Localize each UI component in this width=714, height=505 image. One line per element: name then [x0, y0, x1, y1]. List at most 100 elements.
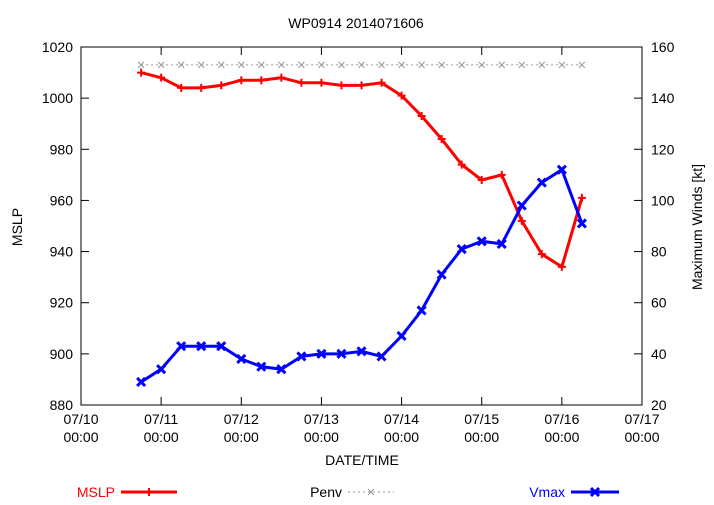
legend-marker-mslp	[145, 488, 153, 496]
series-line-mslp	[140, 71, 584, 269]
x-tick-time: 00:00	[384, 429, 419, 445]
point-mslp	[437, 135, 446, 144]
point-vmax	[496, 238, 507, 249]
point-vmax	[536, 177, 547, 188]
point-mslp	[357, 81, 366, 90]
point-vmax	[276, 364, 287, 375]
point-penv	[438, 61, 445, 69]
x-axis-label: DATE/TIME	[325, 452, 399, 468]
point-vmax	[196, 341, 207, 352]
point-mslp	[157, 73, 166, 82]
point-penv	[137, 61, 145, 69]
point-mslp	[457, 160, 466, 169]
point-mslp	[337, 81, 346, 90]
point-penv	[558, 61, 566, 69]
y2-axis-label: Maximum Winds [kt]	[689, 164, 705, 290]
point-mslp	[537, 250, 546, 259]
point-vmax	[336, 348, 347, 359]
point-penv	[338, 61, 345, 69]
x-tick-time: 00:00	[464, 429, 499, 445]
point-mslp	[377, 78, 386, 87]
point-penv	[518, 61, 526, 69]
point-penv	[538, 61, 546, 69]
point-vmax	[296, 351, 307, 362]
point-mslp	[217, 81, 226, 90]
y2-tick-label: 140	[651, 90, 675, 106]
point-penv	[217, 61, 225, 69]
point-vmax	[256, 361, 267, 372]
point-vmax	[156, 364, 167, 375]
point-mslp	[317, 78, 326, 87]
point-vmax	[516, 200, 527, 211]
point-mslp	[557, 262, 566, 271]
y-tick-label: 1000	[42, 90, 73, 106]
y2-tick-label: 100	[651, 192, 675, 208]
x-tick-date: 07/13	[304, 411, 339, 427]
point-vmax	[356, 346, 367, 357]
point-penv	[177, 61, 185, 69]
y2-tick-label: 80	[651, 244, 667, 260]
point-penv	[498, 61, 506, 69]
x-tick-date: 07/11	[144, 411, 178, 427]
point-penv	[298, 61, 305, 69]
y-tick-label: 920	[50, 295, 74, 311]
y-tick-label: 960	[50, 192, 74, 208]
y-axis-label: MSLP	[9, 208, 25, 246]
point-vmax	[376, 351, 387, 362]
x-tick-date: 07/17	[624, 411, 659, 427]
point-vmax	[456, 243, 467, 255]
point-vmax	[556, 164, 567, 175]
point-vmax	[136, 376, 147, 388]
y2-tick-label: 60	[651, 295, 667, 311]
point-penv	[398, 61, 405, 69]
point-mslp	[197, 83, 206, 92]
plot-area: 880 900 920 940 960 980 1000 1020 20 40 60 80 100 120…	[42, 39, 675, 445]
point-mslp	[297, 78, 306, 87]
point-penv	[278, 61, 285, 69]
point-mslp	[177, 83, 186, 92]
y2-tick-label: 40	[651, 346, 667, 362]
point-penv	[358, 61, 365, 69]
legend-marker-penv	[367, 488, 375, 496]
x-tick-time: 00:00	[224, 429, 259, 445]
point-mslp	[577, 193, 586, 202]
point-penv	[458, 61, 466, 69]
y2-tick-label: 120	[651, 141, 675, 157]
legend-label-vmax: Vmax	[529, 484, 565, 500]
y2-tick-label: 160	[651, 39, 675, 55]
point-mslp	[137, 68, 146, 77]
y-tick-label: 900	[50, 346, 74, 362]
point-penv	[257, 61, 265, 69]
x-tick-date: 07/16	[544, 411, 579, 427]
x-tick-time: 00:00	[63, 429, 98, 445]
legend: MSLP Penv Vmax	[77, 484, 619, 500]
x-tick-time: 00:00	[304, 429, 339, 445]
x-tick-date: 07/12	[224, 411, 259, 427]
point-vmax	[216, 341, 227, 352]
point-mslp	[237, 76, 246, 85]
x-tick-time: 00:00	[624, 429, 659, 445]
point-mslp	[397, 91, 406, 100]
point-penv	[318, 61, 325, 69]
point-mslp	[517, 216, 526, 225]
point-penv	[157, 61, 165, 69]
x-tick-date: 07/14	[384, 411, 419, 427]
point-mslp	[417, 112, 426, 121]
point-mslp	[257, 76, 266, 85]
chart-title: WP0914 2014071606	[288, 15, 424, 31]
x-tick-date: 07/10	[63, 411, 98, 427]
point-vmax	[476, 236, 487, 247]
plot-frame	[80, 46, 643, 406]
point-penv	[237, 61, 245, 69]
point-vmax	[436, 269, 447, 280]
point-mslp	[277, 73, 286, 82]
y-tick-label: 980	[50, 141, 74, 157]
y-tick-label: 940	[50, 244, 74, 260]
point-mslp	[497, 170, 506, 179]
legend-label-penv: Penv	[310, 484, 342, 500]
y-tick-label: 1020	[42, 39, 73, 55]
point-penv	[378, 61, 385, 69]
point-vmax	[396, 330, 407, 342]
